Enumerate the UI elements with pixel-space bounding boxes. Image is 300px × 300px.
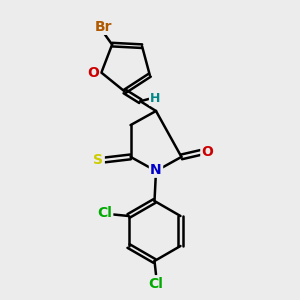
Text: Br: Br (94, 20, 112, 34)
Text: N: N (150, 163, 162, 176)
Text: O: O (202, 146, 214, 159)
Text: Cl: Cl (148, 277, 164, 290)
Text: O: O (87, 66, 99, 80)
Text: S: S (94, 153, 103, 167)
Text: H: H (150, 92, 160, 105)
Text: Cl: Cl (97, 206, 112, 220)
